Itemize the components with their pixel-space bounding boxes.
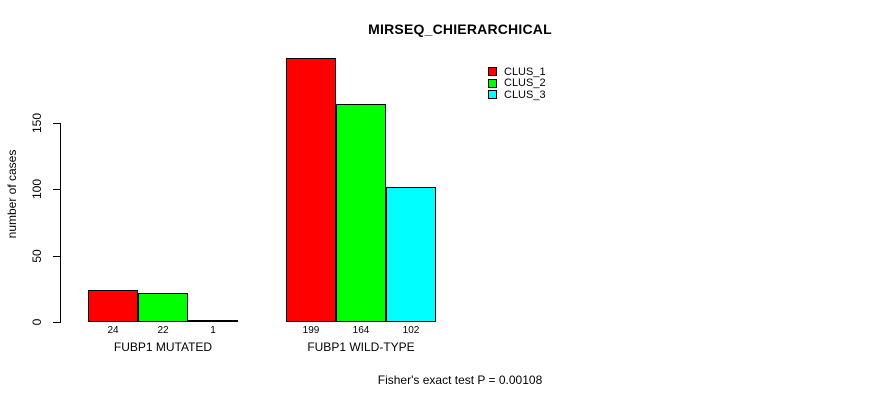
y-tick-label: 100 xyxy=(30,178,44,200)
y-tick xyxy=(53,322,60,323)
legend-label: CLUS_3 xyxy=(504,88,546,101)
y-axis-line xyxy=(60,123,61,323)
caption: Fisher's exact test P = 0.00108 xyxy=(377,373,543,387)
bar xyxy=(286,58,336,322)
legend-item: CLUS_1 xyxy=(488,66,546,78)
y-tick-label: 50 xyxy=(30,249,44,263)
legend-swatch xyxy=(488,67,497,77)
group-label: FUBP1 MUTATED xyxy=(113,340,213,354)
legend-item: CLUS_2 xyxy=(488,77,546,90)
bar-value-label: 1 xyxy=(210,325,216,336)
bar-value-label: 164 xyxy=(352,325,370,336)
y-tick xyxy=(53,189,60,190)
y-axis-label: number of cases xyxy=(5,149,19,239)
bar-value-label: 102 xyxy=(402,325,420,336)
legend: CLUS_1 CLUS_2 CLUS_3 xyxy=(488,66,546,101)
y-tick-label: 150 xyxy=(30,112,44,134)
legend-swatch xyxy=(488,90,497,100)
y-tick xyxy=(53,123,60,124)
bar-value-label: 24 xyxy=(107,325,119,336)
chart-title: MIRSEQ_CHIERARCHICAL xyxy=(368,21,552,37)
legend-swatch xyxy=(488,78,497,88)
bar xyxy=(188,320,238,322)
legend-label: CLUS_1 xyxy=(504,65,546,78)
legend-item: CLUS_3 xyxy=(488,89,546,101)
bar xyxy=(88,290,138,322)
legend-label: CLUS_2 xyxy=(504,77,546,90)
bar xyxy=(336,104,386,322)
bar-value-label: 199 xyxy=(302,325,320,336)
group-label: FUBP1 WILD-TYPE xyxy=(307,340,415,354)
bar xyxy=(138,293,188,322)
bar xyxy=(386,187,436,322)
y-tick xyxy=(53,256,60,257)
bar-value-label: 22 xyxy=(157,325,169,336)
y-tick-label: 0 xyxy=(30,318,44,326)
